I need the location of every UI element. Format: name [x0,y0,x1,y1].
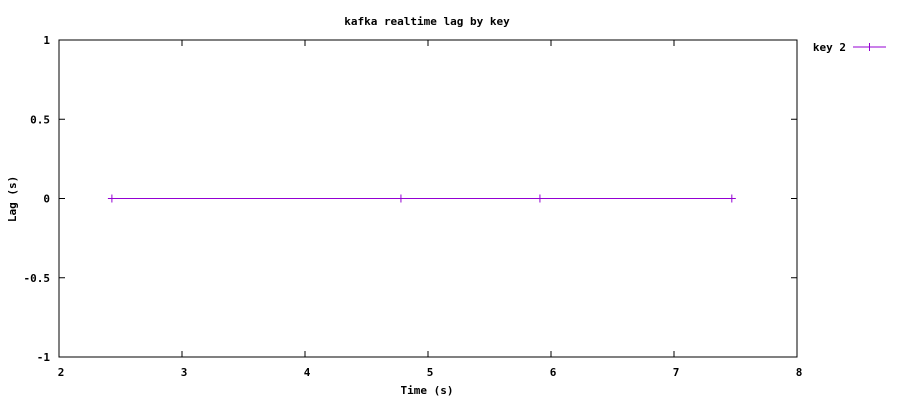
x-tick-label: 5 [427,366,434,379]
axes: 2 3 4 5 6 7 8 1 0.5 0 -0.5 -1 [24,34,803,379]
data-point [107,194,116,203]
x-tick-label: 6 [550,366,557,379]
x-tick-label: 8 [796,366,803,379]
y-tick-label: 1 [43,34,50,47]
x-tick-label: 4 [304,366,311,379]
data-point [535,194,544,203]
data-point [727,194,736,203]
y-tick-label: -1 [37,351,51,364]
y-tick-label: 0 [43,193,50,206]
legend-marker [865,43,874,51]
data-point [396,194,405,203]
x-tick-label: 7 [673,366,680,379]
legend: key 2 [813,41,886,54]
legend-label: key 2 [813,41,846,54]
series-layer [107,194,736,203]
y-tick-label: 0.5 [30,113,50,126]
x-axis-label: Time (s) [401,384,454,397]
x-tick-label: 3 [181,366,188,379]
y-axis-label: Lag (s) [6,176,19,222]
x-tick-label: 2 [58,366,65,379]
chart-title: kafka realtime lag by key [344,15,510,28]
y-tick-label: -0.5 [24,272,51,285]
